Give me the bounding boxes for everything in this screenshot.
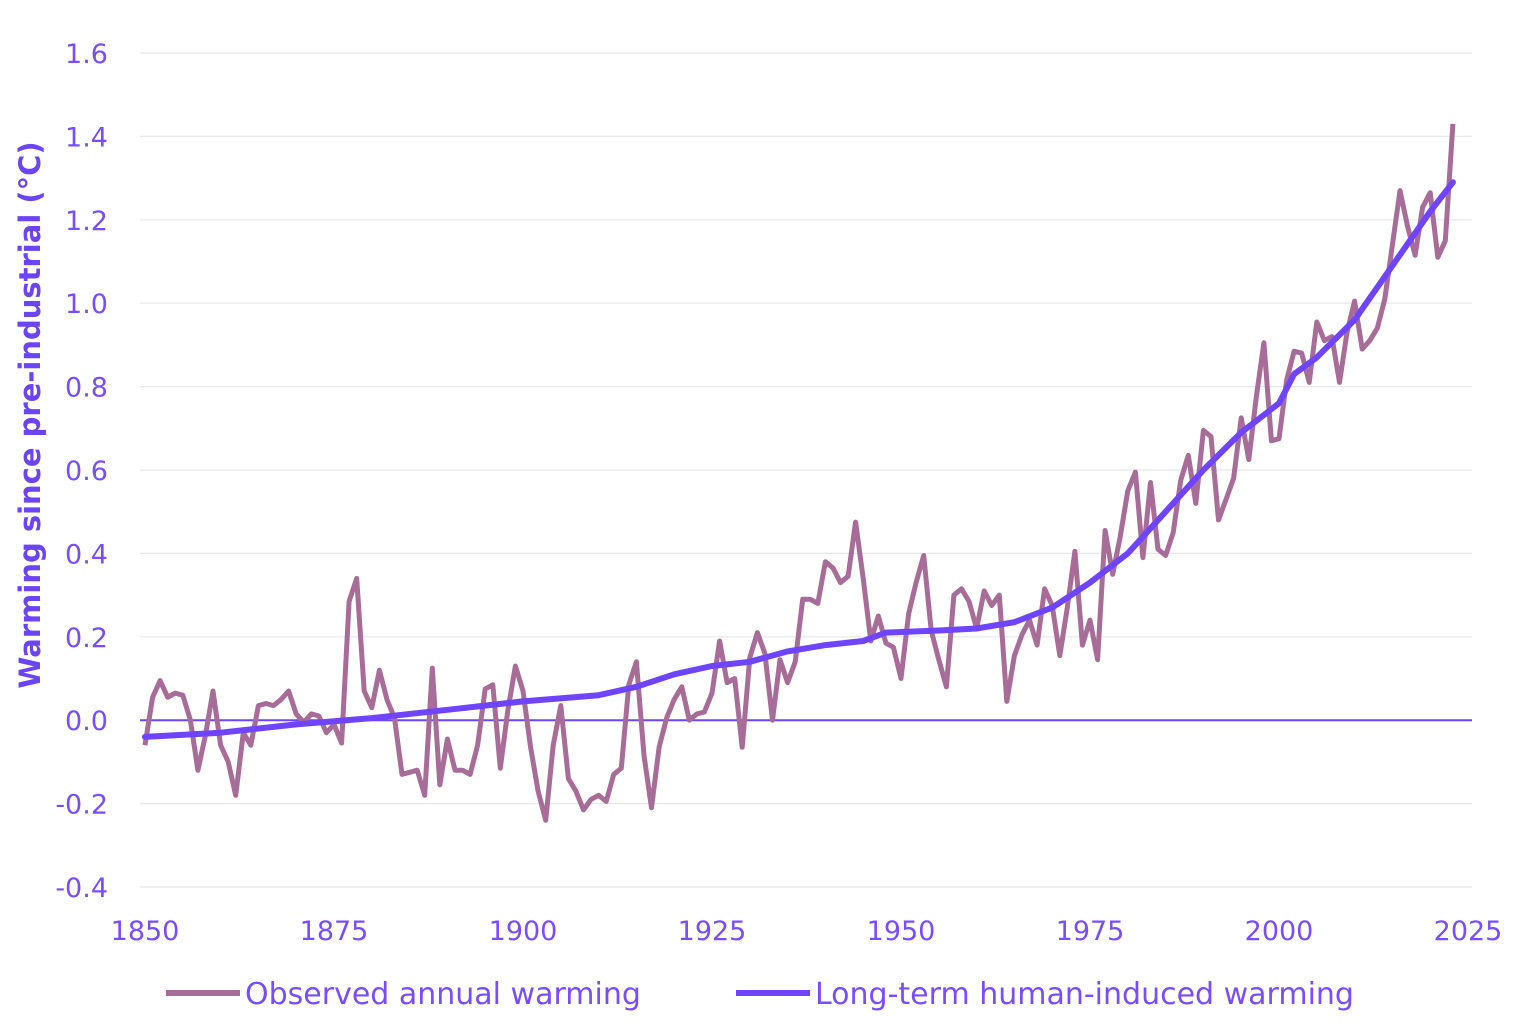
x-axis-ticks: 1850 1875 1900 1925 1950 1975 2000 2025 <box>111 916 1503 947</box>
series-line-observed <box>142 123 1456 823</box>
gridlines <box>140 52 1472 888</box>
x-tick-label: 1925 <box>678 916 747 947</box>
y-tick-label: 1.2 <box>65 206 108 237</box>
x-tick-label: 1900 <box>489 916 558 947</box>
y-tick-label: 0.2 <box>65 623 108 654</box>
legend-label-observed: Observed annual warming <box>245 977 641 1012</box>
y-tick-label: 0.4 <box>65 539 108 570</box>
y-tick-label: 1.4 <box>65 122 108 153</box>
legend: Observed annual warming Long-term human-… <box>166 977 1354 1012</box>
y-tick-label: 0.8 <box>65 373 108 404</box>
series-line-human-induced <box>142 179 1456 740</box>
y-axis-label: Warming since pre-industrial (°C) <box>13 141 47 688</box>
y-tick-label: 0.6 <box>65 456 108 487</box>
y-tick-label: 0.0 <box>65 706 108 737</box>
y-tick-label: 1.0 <box>65 289 108 320</box>
y-tick-label: -0.2 <box>55 790 108 821</box>
plot-area <box>142 123 1456 823</box>
y-axis-ticks: -0.4 -0.2 0.0 0.2 0.4 0.6 0.8 1.0 1.2 1.4 1.6 <box>55 39 108 904</box>
x-tick-label: 1850 <box>111 916 180 947</box>
x-tick-label: 2000 <box>1245 916 1314 947</box>
legend-label-human: Long-term human-induced warming <box>815 977 1354 1012</box>
y-tick-label: 1.6 <box>65 39 108 70</box>
y-tick-label: -0.4 <box>55 873 108 904</box>
x-tick-label: 1950 <box>867 916 936 947</box>
x-tick-label: 2025 <box>1434 916 1503 947</box>
x-tick-label: 1875 <box>300 916 369 947</box>
x-tick-label: 1975 <box>1056 916 1125 947</box>
